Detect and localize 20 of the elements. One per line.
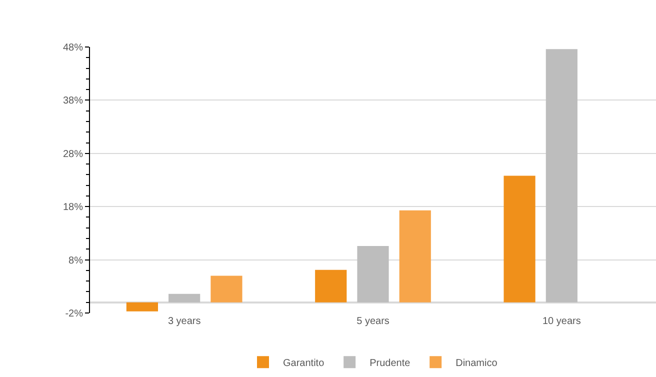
- y-tick-label: 18%: [62, 202, 84, 214]
- bar: [126, 302, 158, 312]
- y-tick-label: 38%: [62, 96, 84, 107]
- y-tick-label: 48%: [62, 42, 84, 54]
- bar: [210, 276, 242, 302]
- x-tick-label: 5 years: [356, 316, 390, 327]
- legend-label: Garantito: [283, 358, 325, 369]
- y-tick-label: -2%: [65, 308, 84, 320]
- bar: [504, 176, 536, 302]
- legend-label: Prudente: [370, 358, 411, 369]
- bar: [546, 49, 578, 302]
- bar: [168, 294, 200, 302]
- bar: [315, 270, 347, 302]
- y-tick-label: 8%: [68, 255, 84, 266]
- legend-label: Dinamico: [456, 358, 498, 369]
- x-tick-label: 10 years: [542, 316, 581, 327]
- y-tick-label: 28%: [62, 148, 84, 160]
- x-tick-label: 3 years: [168, 316, 201, 327]
- bar: [357, 246, 389, 302]
- bar: [399, 210, 431, 302]
